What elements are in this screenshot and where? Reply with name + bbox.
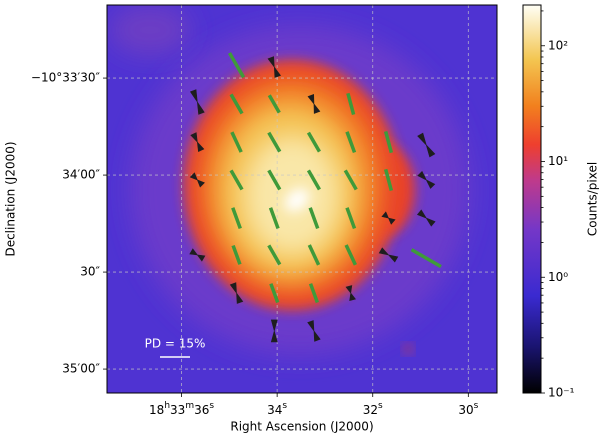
polarization-vector xyxy=(381,211,396,225)
polarization-vector xyxy=(416,209,436,227)
colorbar-tick-label: 10⁰ xyxy=(548,270,568,284)
polarization-vector xyxy=(229,169,244,191)
sky-image xyxy=(107,5,497,393)
grid xyxy=(107,5,497,393)
x-tick-label: 18h33m36s xyxy=(149,401,214,417)
polarization-vector xyxy=(383,168,394,192)
colorbar-tick-label: 10¹ xyxy=(548,154,568,168)
polarization-vector xyxy=(189,172,205,188)
vectors xyxy=(189,52,442,343)
polarization-vector xyxy=(306,169,321,191)
polarization-vector xyxy=(308,207,320,230)
polarization-vector xyxy=(345,207,357,230)
y-tick-label: 34′00″ xyxy=(62,168,100,182)
polarization-vector xyxy=(268,207,280,230)
polarization-vector xyxy=(346,92,356,116)
polarization-vector xyxy=(189,248,206,262)
polarization-vector xyxy=(417,170,436,189)
polarization-vector xyxy=(267,131,282,153)
polarization-vector xyxy=(267,169,282,191)
polarization-vector xyxy=(378,247,399,263)
polarization-vector xyxy=(228,52,246,79)
colorbar xyxy=(522,4,542,394)
polarization-vector xyxy=(383,131,394,154)
polarization-vector xyxy=(229,93,244,115)
polarization-vector xyxy=(417,132,436,158)
polarization-vector xyxy=(308,283,320,304)
polarization-vector xyxy=(231,207,242,230)
polarization-vector xyxy=(410,248,442,269)
polarization-vector xyxy=(343,169,358,191)
polarization-vector xyxy=(307,94,321,114)
colorbar-title: Counts/pixel xyxy=(586,162,600,236)
polarization-vector xyxy=(190,132,205,152)
x-tick-label: 30s xyxy=(458,401,478,417)
polarization-vector xyxy=(267,94,281,114)
y-tick-label: −10°33′30″ xyxy=(31,71,101,85)
x-axis-title: Right Ascension (J2000) xyxy=(230,420,373,434)
polarization-vector xyxy=(306,131,321,153)
polarization-vector xyxy=(267,244,282,266)
polarization-vector xyxy=(307,320,321,342)
polarization-vector xyxy=(267,56,282,78)
polarization-vector xyxy=(345,131,357,154)
colorbar-tick-label: 10⁻¹ xyxy=(548,386,575,400)
x-tick-label: 34s xyxy=(267,401,287,417)
y-tick-label: 30″ xyxy=(80,265,100,279)
polarization-vector xyxy=(189,89,205,115)
polarization-vector xyxy=(270,319,278,343)
x-tick-label: 32s xyxy=(363,401,383,417)
y-axis-title: Declination (J2000) xyxy=(4,141,18,256)
colorbar-tick-label: 10² xyxy=(548,38,568,52)
polarization-vector xyxy=(345,285,356,302)
polarization-vector xyxy=(230,131,243,153)
scale-bar-label: PD = 15% xyxy=(145,337,206,351)
polarization-vector xyxy=(344,244,357,266)
polarization-vector xyxy=(269,283,280,304)
polarization-vector xyxy=(307,244,321,266)
polarization-vector xyxy=(231,244,242,265)
y-tick-label: 35′00″ xyxy=(62,362,100,376)
plot-frame xyxy=(106,4,498,394)
polarization-vector xyxy=(229,282,244,304)
